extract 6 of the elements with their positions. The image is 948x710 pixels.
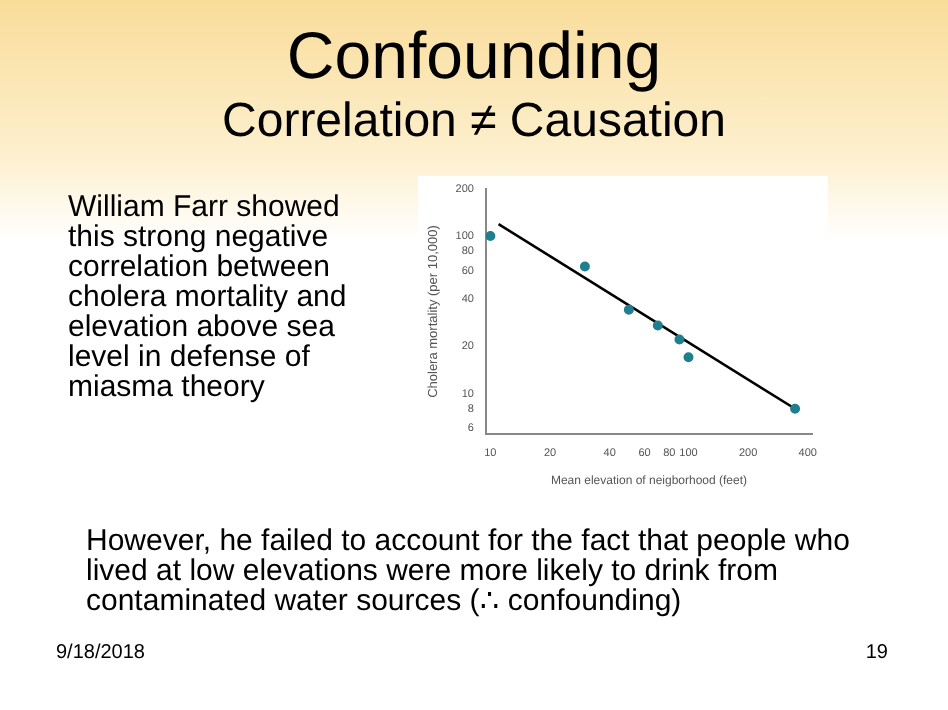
chart-title: Confounding <box>284 18 664 92</box>
text: William Farr showed this strong negative correlation between cholera mortality and elevation above sea level in defense of miasma theory <box>68 190 349 404</box>
text: However, he failed to account for the fact that people who lived at low elevations were more likely to drink from contaminated water sources (∴ confounding) <box>86 524 852 618</box>
chart-subtitle: Correlation ≠ Causation <box>220 94 728 150</box>
text: 9/18/2018 <box>56 642 145 664</box>
text: 19 <box>865 642 888 664</box>
